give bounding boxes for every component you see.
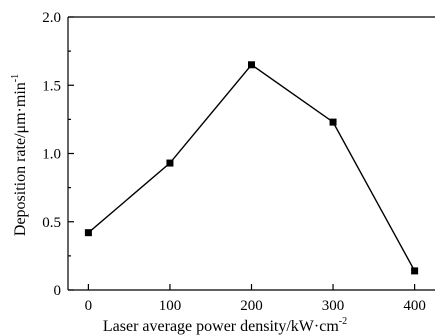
y-tick-label: 0 [54, 283, 62, 299]
y-tick-label: 1.5 [42, 78, 61, 94]
x-axis-title-text: Laser average power density/kW·cm [103, 318, 339, 335]
x-tick-label: 0 [85, 298, 93, 314]
data-point [166, 159, 174, 167]
data-point [84, 229, 92, 237]
plot-area: 0 100 200 300 400 0 0.5 1.0 1.5 2.0 [42, 10, 435, 314]
x-tick-label: 100 [159, 298, 182, 314]
x-tick-label: 300 [322, 298, 345, 314]
x-tick-label: 200 [240, 298, 263, 314]
data-point [248, 61, 255, 69]
y-axis-title: Deposition rate/μm·min-1 [10, 74, 29, 236]
y-tick-label: 0.5 [42, 215, 61, 231]
data-point [411, 267, 419, 275]
data-point [329, 118, 337, 126]
x-tick-label: 400 [403, 298, 426, 314]
series-line [87, 63, 416, 272]
x-axis-title: Laser average power density/kW·cm-2 [103, 316, 347, 335]
y-axis-title-text: Deposition rate/μm·min [12, 82, 29, 236]
x-axis-title-superscript: -2 [339, 316, 347, 327]
y-tick-label: 1.0 [42, 147, 61, 163]
y-axis-title-superscript: -1 [10, 74, 21, 82]
y-tick-label: 2.0 [42, 10, 61, 26]
